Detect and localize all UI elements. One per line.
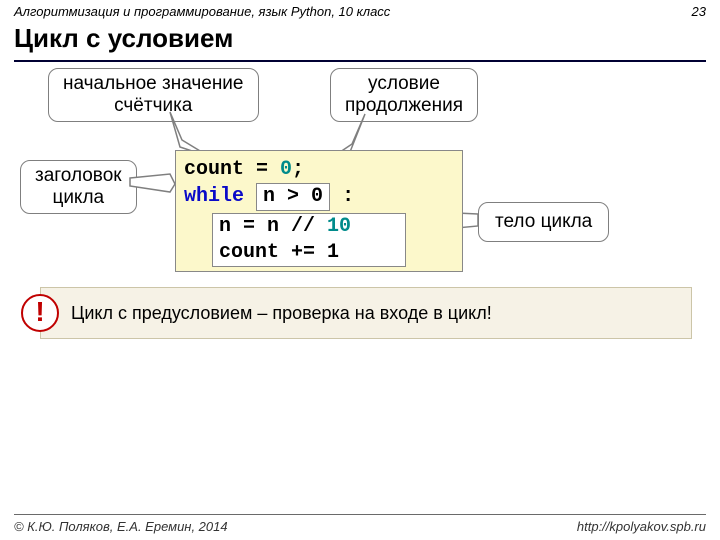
loop-body-box: n = n // 10 count += 1: [212, 213, 406, 267]
code-line: count += 1: [219, 240, 399, 266]
callout-line: цикла: [35, 187, 122, 209]
code-line: while n > 0 :: [184, 183, 454, 211]
slide-header: Алгоритмизация и программирование, язык …: [0, 0, 720, 21]
slide-title: Цикл с условием: [0, 21, 720, 60]
slide-footer: © К.Ю. Поляков, Е.А. Еремин, 2014 http:/…: [0, 506, 720, 540]
page-number: 23: [692, 4, 706, 19]
note-text: Цикл с предусловием – проверка на входе …: [71, 303, 492, 324]
footer-url: http://kpolyakov.spb.ru: [577, 519, 706, 534]
callout-body: тело цикла: [478, 202, 609, 242]
condition-box: n > 0: [256, 183, 330, 211]
alert-icon: !: [21, 294, 59, 332]
code-line: n = n // 10: [219, 214, 399, 240]
copyright: © К.Ю. Поляков, Е.А. Еремин, 2014: [14, 519, 228, 534]
code-block: count = 0; while n > 0 : n = n // 10 cou…: [175, 150, 463, 272]
callout-line: заголовок: [35, 165, 122, 187]
footer-rule: [14, 514, 706, 515]
note-bar: ! Цикл с предусловием – проверка на вход…: [40, 287, 692, 339]
header-left: Алгоритмизация и программирование, язык …: [14, 4, 390, 19]
code-line: count = 0;: [184, 157, 454, 183]
callout-line: начальное значение: [63, 73, 244, 95]
callout-loop-header: заголовок цикла: [20, 160, 137, 214]
content-area: начальное значение счётчика условие прод…: [0, 62, 720, 402]
callout-line: тело цикла: [495, 211, 592, 233]
arrow-icon: [130, 174, 180, 194]
callout-line: условие: [345, 73, 463, 95]
